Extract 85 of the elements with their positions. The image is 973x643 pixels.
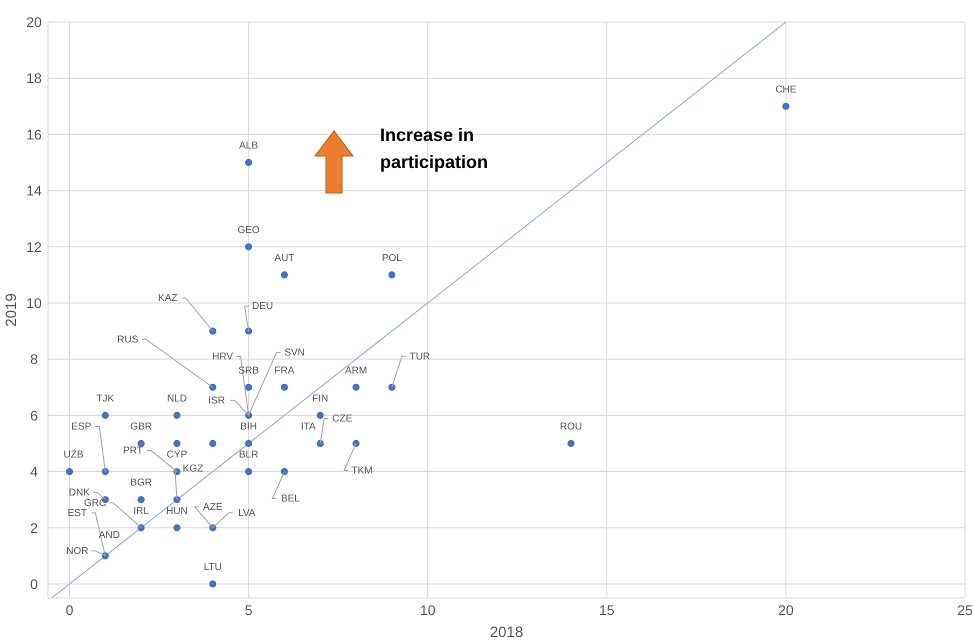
point	[388, 271, 396, 278]
y-tick-label: 14	[26, 182, 42, 199]
annotation: TKM	[352, 465, 373, 476]
y-tick-label: 16	[26, 126, 42, 142]
annotation: KGZ	[182, 464, 204, 475]
annotation: NOR	[66, 546, 88, 557]
annotation: FRA	[274, 365, 295, 376]
annotation: Increase in participation	[380, 125, 488, 172]
annotation: CHE	[775, 84, 797, 96]
point	[567, 440, 575, 448]
annotation: AND	[98, 530, 120, 541]
annotation: TJK	[96, 393, 115, 404]
point	[352, 384, 360, 391]
point	[352, 440, 360, 448]
point	[138, 496, 145, 504]
point	[316, 412, 324, 419]
annotation: GRC	[84, 498, 106, 509]
y-tick-label: 4	[30, 464, 38, 480]
point	[280, 271, 288, 278]
y-tick-label: 20	[26, 14, 42, 30]
point	[209, 440, 216, 448]
point	[66, 468, 74, 476]
point	[102, 412, 109, 419]
annotation: SVN	[284, 347, 305, 358]
annotation: LTU	[204, 562, 222, 573]
y-tick-label: 6	[30, 407, 38, 424]
annotation: HUN	[166, 506, 188, 517]
annotation: ALB	[239, 140, 258, 152]
annotation: ISR	[208, 395, 225, 406]
annotation: TUR	[410, 351, 430, 362]
annotation: CZE	[332, 413, 353, 424]
point	[782, 102, 790, 110]
y-tick-label: 8	[30, 351, 38, 368]
annotation: BEL	[280, 494, 300, 505]
x-axis-title: 2018	[490, 624, 524, 641]
annotation: ITA	[300, 421, 316, 432]
y-tick-label: 10	[26, 294, 42, 311]
annotation: GEO	[237, 224, 260, 236]
point	[209, 328, 216, 335]
annotation: ROU	[560, 421, 582, 432]
y-tick-label: 12	[26, 238, 42, 255]
point	[173, 412, 181, 419]
point	[245, 384, 252, 391]
y-tick-label: 18	[26, 70, 42, 86]
annotation: AZE	[203, 502, 223, 513]
annotation: AUT	[274, 252, 294, 264]
y-axis-title: 2019	[3, 293, 20, 327]
annotation: EST	[68, 508, 88, 519]
point	[138, 440, 145, 448]
point	[245, 243, 252, 250]
x-tick-label: 10	[420, 602, 436, 618]
annotation: RUS	[117, 334, 139, 346]
point	[173, 524, 181, 532]
annotation: GBR	[130, 421, 152, 432]
y-tick-label: 2	[30, 520, 38, 536]
point	[245, 440, 252, 448]
point	[245, 468, 252, 476]
annotation: BLR	[238, 450, 258, 461]
point	[280, 384, 288, 391]
point	[209, 580, 216, 588]
annotation: PRT	[123, 446, 143, 457]
annotation: BIH	[240, 421, 257, 432]
annotation: CYP	[166, 450, 188, 461]
x-tick-label: 20	[778, 602, 794, 618]
x-tick-label: 25	[957, 602, 973, 618]
annotation: DNK	[68, 488, 90, 499]
x-tick-label: 15	[599, 602, 615, 618]
annotation: ARM	[344, 365, 368, 376]
annotation: SRB	[238, 365, 260, 376]
annotation: DEU	[252, 301, 274, 312]
y-tick-label: 0	[30, 576, 38, 592]
annotation: LVA	[238, 508, 256, 519]
annotation: FIN	[312, 393, 328, 404]
x-tick-label: 0	[66, 602, 74, 618]
x-tick-label: 5	[244, 602, 253, 618]
annotation: IRL	[133, 506, 150, 517]
annotation: ESP	[71, 422, 92, 433]
point	[245, 158, 252, 166]
annotation: HRV	[212, 351, 234, 362]
annotation: POL	[382, 252, 402, 264]
annotation: KAZ	[158, 293, 178, 304]
point	[173, 440, 181, 448]
annotation: NLD	[166, 393, 187, 404]
annotation: BGR	[130, 478, 152, 489]
annotation: UZB	[63, 450, 84, 461]
